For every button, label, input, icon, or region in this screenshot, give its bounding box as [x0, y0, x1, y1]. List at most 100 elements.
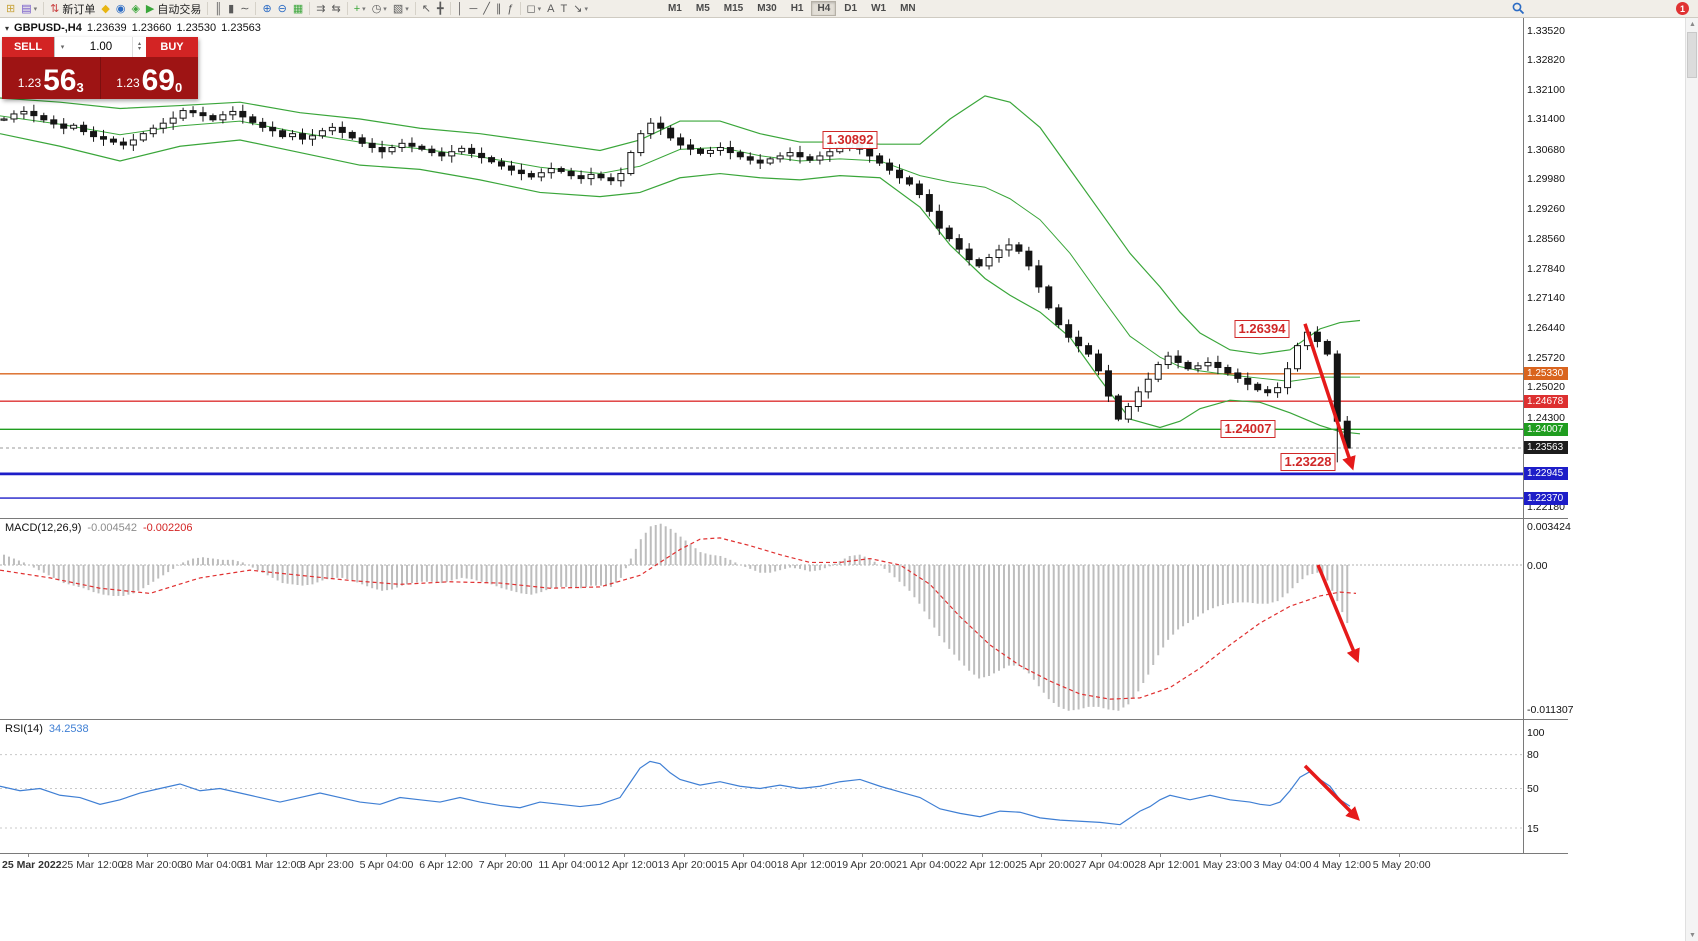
- periods-button[interactable]: ◷ ▾: [369, 1, 390, 17]
- timeframe-bar: M1 M5 M15 M30 H1 H4 D1 W1 MN: [661, 1, 923, 16]
- time-label: 25 Mar 2022: [2, 859, 62, 871]
- macd-tick-label: 0.003424: [1527, 521, 1571, 533]
- vertical-line-button[interactable]: │: [454, 1, 467, 17]
- price-tick-label: 1.25020: [1527, 381, 1565, 394]
- time-tick: [802, 854, 804, 857]
- equidistant-channel-button[interactable]: ∥: [493, 1, 505, 17]
- time-label: 3 Apr 23:00: [300, 859, 354, 871]
- indicators-button[interactable]: + ▾: [351, 1, 369, 17]
- crosshair-icon: ╋: [436, 2, 444, 15]
- tile-windows-icon: ▦: [292, 2, 304, 15]
- templates-button[interactable]: ▧ ▾: [390, 1, 412, 17]
- time-label: 13 Apr 20:00: [657, 859, 718, 871]
- price-tag: 1.24007: [1524, 422, 1568, 436]
- toolbar-separator: [449, 2, 451, 15]
- time-label: 6 Apr 12:00: [419, 859, 473, 871]
- timeframe-button-m5[interactable]: M5: [695, 3, 710, 14]
- timeframe-button-m15[interactable]: M15: [723, 3, 744, 14]
- price-scale[interactable]: 1.33520 1.32820 1.32100 1.31400 1.30680 1.299…: [1523, 18, 1568, 518]
- price-tag: 1.24678: [1524, 394, 1568, 408]
- volume-stepper[interactable]: ▴ ▾: [132, 37, 146, 57]
- price-tick-label: 1.27840: [1527, 262, 1565, 275]
- main-chart-canvas[interactable]: [0, 18, 1523, 518]
- timeframe-button-h4[interactable]: H4: [811, 1, 837, 16]
- macd-main-value: -0.004542: [87, 522, 137, 534]
- price-tick-label: 1.27140: [1527, 292, 1565, 305]
- candlestick-chart-button[interactable]: ▮: [225, 1, 237, 17]
- vertical-scrollbar[interactable]: ▲ ▼: [1685, 18, 1698, 941]
- line-chart-button[interactable]: ∼: [237, 1, 252, 17]
- candlestick-chart-icon: ▮: [228, 2, 235, 15]
- time-scale[interactable]: 25 Mar 2022 25 Mar 12:00 28 Mar 20:00 30 Ma…: [0, 854, 1568, 876]
- scroll-up-icon[interactable]: ▲: [1689, 20, 1696, 28]
- time-tick: [981, 854, 983, 857]
- chart-shift-button[interactable]: ⇆: [329, 1, 344, 17]
- ohlc-marker-icon: ▾: [5, 24, 10, 33]
- sell-button[interactable]: SELL: [2, 37, 54, 57]
- rsi-canvas[interactable]: [0, 720, 1523, 853]
- time-label: 28 Apr 12:00: [1134, 859, 1194, 871]
- mql5-community-button[interactable]: ◆: [98, 1, 112, 17]
- time-tick: [683, 854, 685, 857]
- horizontal-line-button[interactable]: ─: [466, 1, 480, 17]
- time-tick: [504, 854, 506, 857]
- market-icon: ◉: [115, 2, 126, 15]
- zoom-out-button[interactable]: ⊖: [275, 1, 290, 17]
- new-order-button[interactable]: ⇅ 新订单: [47, 1, 98, 17]
- time-tick: [1398, 854, 1400, 857]
- time-label: 12 Apr 12:00: [598, 859, 658, 871]
- sell-price[interactable]: 1.23 56 3: [2, 57, 101, 99]
- buy-button[interactable]: BUY: [146, 37, 198, 57]
- new-chart-button[interactable]: ⊞: [3, 1, 18, 17]
- time-tick: [743, 854, 745, 857]
- time-label: 7 Apr 20:00: [478, 859, 533, 871]
- cursor-icon: ↖: [421, 2, 431, 15]
- price-tag: 1.22370: [1524, 491, 1568, 505]
- signals-button[interactable]: ◈: [128, 1, 142, 17]
- bar-chart-button[interactable]: ║: [211, 1, 225, 17]
- macd-tick-label: 0.00: [1527, 559, 1548, 572]
- timeframe-button-m30[interactable]: M30: [757, 3, 777, 14]
- toolbar-buttons: ⊞ ▤ ▾ ⇅ 新订单 ◆ ◉ ◈ ▶ 自动交易 ║ ▮ ∼ ⊕ ⊖ ▦ ⇉ ⇆ + ▾ ◷ ▾ ▧ ▾ ↖ ╋ │ ─ ╱ ∥ ƒ ◻ ▾ A T…: [3, 0, 923, 17]
- crosshair-button[interactable]: ╋: [434, 1, 447, 17]
- trendline-button[interactable]: ╱: [480, 1, 493, 17]
- shapes-button[interactable]: ◻ ▾: [524, 1, 545, 17]
- price-tick-label: 1.33520: [1527, 24, 1565, 37]
- search-icon[interactable]: [1512, 2, 1525, 20]
- text-button[interactable]: A: [544, 1, 557, 17]
- notification-badge[interactable]: 1: [1676, 2, 1689, 15]
- timeframe-button-mn[interactable]: MN: [900, 3, 916, 14]
- timeframe-button-w1[interactable]: W1: [871, 3, 887, 14]
- one-click-trading-panel: SELL ▾ 1.00 ▴ ▾ BUY 1.23 56 3 1.23 69 0: [2, 37, 198, 99]
- fibonacci-button[interactable]: ƒ: [504, 1, 516, 17]
- scrollbar-thumb[interactable]: [1687, 32, 1697, 78]
- expert-advisors-icon: ▶: [145, 2, 155, 15]
- time-tick: [1279, 854, 1281, 857]
- rsi-panel: RSI(14) 34.2538 100 80 50 15: [0, 720, 1568, 854]
- macd-scale[interactable]: 0.003424 0.00 -0.011307: [1523, 519, 1574, 719]
- market-button[interactable]: ◉: [113, 1, 129, 17]
- ohlc-low: 1.23530: [176, 22, 217, 34]
- timeframe-button-m1[interactable]: M1: [667, 3, 682, 14]
- toolbar-separator: [207, 2, 209, 15]
- chevron-down-icon: ▾: [584, 5, 588, 13]
- cursor-button[interactable]: ↖: [419, 1, 434, 17]
- buy-price[interactable]: 1.23 69 0: [116, 64, 183, 97]
- volume-input[interactable]: 1.00: [70, 37, 132, 57]
- arrow-objects-button[interactable]: ↘ ▾: [570, 1, 591, 17]
- auto-scroll-button[interactable]: ⇉: [313, 1, 328, 17]
- chart-profiles-button[interactable]: ▤ ▾: [18, 1, 40, 17]
- price-tick-label: 1.32820: [1527, 53, 1565, 66]
- zoom-in-button[interactable]: ⊕: [259, 1, 274, 17]
- tile-windows-button[interactable]: ▦: [290, 1, 306, 17]
- rsi-tick-label: 80: [1527, 749, 1539, 762]
- rsi-scale[interactable]: 100 80 50 15: [1523, 720, 1568, 853]
- timeframe-button-h1[interactable]: H1: [790, 3, 804, 14]
- timeframe-button-d1[interactable]: D1: [844, 3, 858, 14]
- volume-dropdown-icon[interactable]: ▾: [54, 37, 70, 57]
- macd-canvas[interactable]: [0, 519, 1523, 719]
- scroll-down-icon[interactable]: ▼: [1689, 931, 1696, 939]
- text-label-button[interactable]: T: [558, 1, 571, 17]
- rsi-value: 34.2538: [48, 723, 89, 735]
- expert-advisors-button[interactable]: ▶ 自动交易: [143, 1, 204, 17]
